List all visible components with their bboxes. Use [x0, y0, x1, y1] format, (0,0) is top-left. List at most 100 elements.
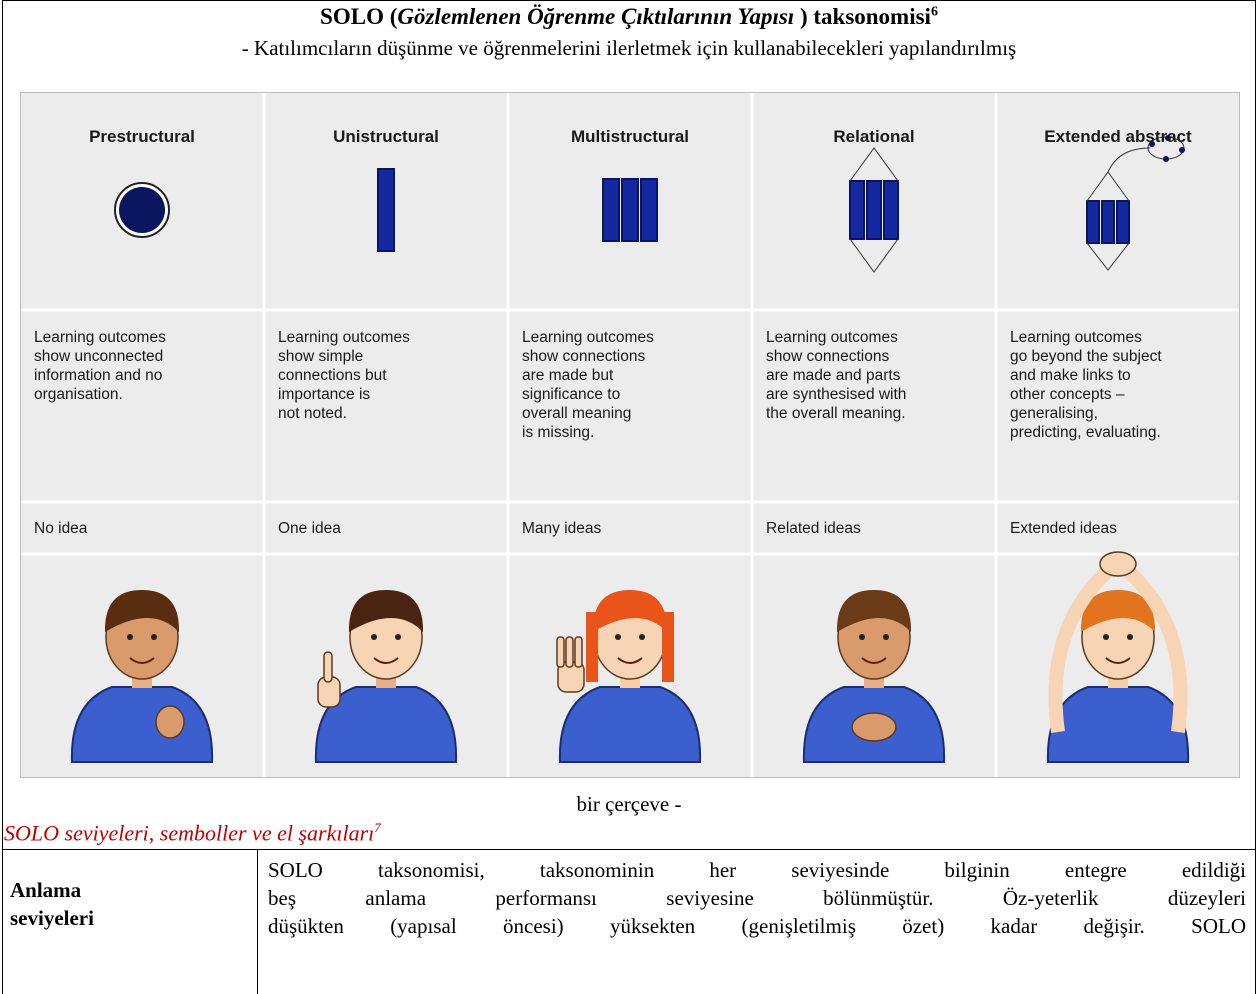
child-hair: [836, 590, 912, 632]
text-line: beş anlama performansı seviyesine bölünm…: [268, 886, 1246, 910]
level-description: Learning outcomes show connections are mad…: [522, 328, 654, 442]
continuation: bir çerçeve -: [576, 792, 682, 816]
description-line: Learning outcomes: [766, 329, 898, 346]
child-hair: [592, 590, 668, 632]
description-line: show connections: [766, 348, 890, 365]
description-line: predicting, evaluating.: [1010, 424, 1161, 441]
description-line: is missing.: [522, 424, 595, 441]
icon-bar: [602, 178, 620, 242]
child-mouth: [129, 657, 155, 664]
description-line: overall meaning: [522, 405, 632, 422]
title-italic: Gözlemlenen Öğrenme Çıktılarının Yapısı: [397, 4, 795, 29]
icon-dot: [1163, 156, 1169, 162]
child-eye: [883, 634, 889, 640]
child-body: [558, 686, 702, 763]
idea-label: Many ideas: [522, 520, 602, 537]
description-line: Learning outcomes: [522, 329, 654, 346]
child-hand: [1099, 551, 1137, 577]
caption-text: SOLO seviyeleri, semboller ve el şarkıla…: [4, 820, 375, 846]
child-eye: [615, 634, 621, 640]
icon-line: [849, 238, 899, 273]
description-line: organisation.: [34, 386, 123, 403]
row-text: SOLO taksonomisi, taksonominin her seviy…: [268, 856, 1246, 940]
level-heading: Relational: [833, 127, 915, 146]
child-finger: [323, 651, 333, 683]
child-mouth: [373, 657, 399, 664]
child-eye: [639, 634, 645, 640]
child-eye: [1103, 634, 1109, 640]
level-description: Learning outcomes show simple connections …: [278, 328, 410, 423]
text-line: SOLO taksonomisi, taksonominin her seviy…: [268, 858, 1246, 882]
child-mouth: [1105, 657, 1131, 664]
icon-line: [1107, 147, 1151, 173]
caption: SOLO seviyeleri, semboller ve el şarkıla…: [4, 820, 381, 846]
figure-text: Prestructural Learning outcomes show uncon…: [20, 92, 1240, 778]
icon-bar: [1101, 200, 1115, 244]
level-heading: Extended abstract: [1044, 127, 1192, 146]
level-heading: Unistructural: [333, 127, 439, 146]
icon-dot: [1179, 147, 1185, 153]
description-line: Learning outcomes: [1010, 329, 1142, 346]
border: [2, 0, 3, 994]
description-line: are synthesised with: [766, 386, 907, 403]
child-eye: [151, 634, 157, 640]
child-eye: [127, 634, 133, 640]
description-line: Learning outcomes: [278, 329, 410, 346]
level-description: Learning outcomes show unconnected informa…: [34, 328, 166, 404]
idea-label: No idea: [34, 520, 88, 537]
description-line: show connections: [522, 348, 646, 365]
icon-line: [1086, 242, 1130, 271]
child-finger: [574, 636, 583, 668]
level-heading: Multistructural: [570, 127, 690, 146]
child-finger: [565, 636, 574, 668]
child-mouth: [617, 657, 643, 664]
title: SOLO (Gözlemlenen Öğrenme Çıktılarının Y…: [0, 4, 1258, 30]
idea-label: One idea: [278, 520, 341, 537]
child-hair: [348, 590, 424, 632]
child-hand: [851, 712, 897, 742]
icon-bar: [1116, 200, 1130, 244]
text-line: düşükten (yapısal öncesi) yüksekten (gen…: [268, 914, 1246, 938]
icon-line: [849, 147, 899, 182]
description-line: go beyond the subject: [1010, 348, 1162, 365]
icon-dot: [1165, 135, 1171, 141]
footnote-ref: 6: [930, 4, 938, 20]
description-line: other concepts –: [1010, 386, 1125, 403]
child-hand: [155, 705, 185, 739]
description-line: show unconnected: [34, 348, 164, 365]
description-line: connections but: [278, 367, 387, 384]
child-finger: [556, 636, 565, 668]
icon-bar: [849, 180, 865, 240]
icon-bar: [1086, 200, 1100, 244]
icon-bar: [377, 168, 395, 252]
border: [257, 849, 258, 994]
icon-bar: [866, 180, 882, 240]
description-line: and make links to: [1010, 367, 1131, 384]
description-line: not noted.: [278, 405, 347, 422]
row-label: Anlama seviyeleri: [10, 878, 94, 930]
description-line: are made but: [522, 367, 614, 384]
idea-label: Extended ideas: [1010, 520, 1117, 537]
child-hair: [104, 590, 180, 632]
description-line: importance is: [278, 386, 371, 403]
solo-figure: [20, 92, 1240, 778]
border: [2, 0, 1256, 1]
level-description: Learning outcomes go beyond the subject an…: [1010, 328, 1162, 442]
child-eye: [859, 634, 865, 640]
icon-dot: [1149, 141, 1155, 147]
child-hair: [586, 612, 598, 682]
subtitle: - Katılımcıların düşünme ve öğrenmelerin…: [241, 36, 1017, 60]
title-part: ) taksonomisi: [794, 4, 931, 29]
description-line: information and no: [34, 367, 163, 384]
figure-frame: [20, 92, 1240, 778]
description-line: generalising,: [1010, 405, 1098, 422]
child-eye: [371, 634, 377, 640]
icon-bar: [883, 180, 899, 240]
child-hair: [662, 612, 674, 682]
child-eye: [395, 634, 401, 640]
child-hair: [1080, 590, 1156, 632]
level-heading: Prestructural: [89, 127, 195, 146]
description-line: show simple: [278, 348, 364, 365]
idea-label: Related ideas: [766, 520, 861, 537]
